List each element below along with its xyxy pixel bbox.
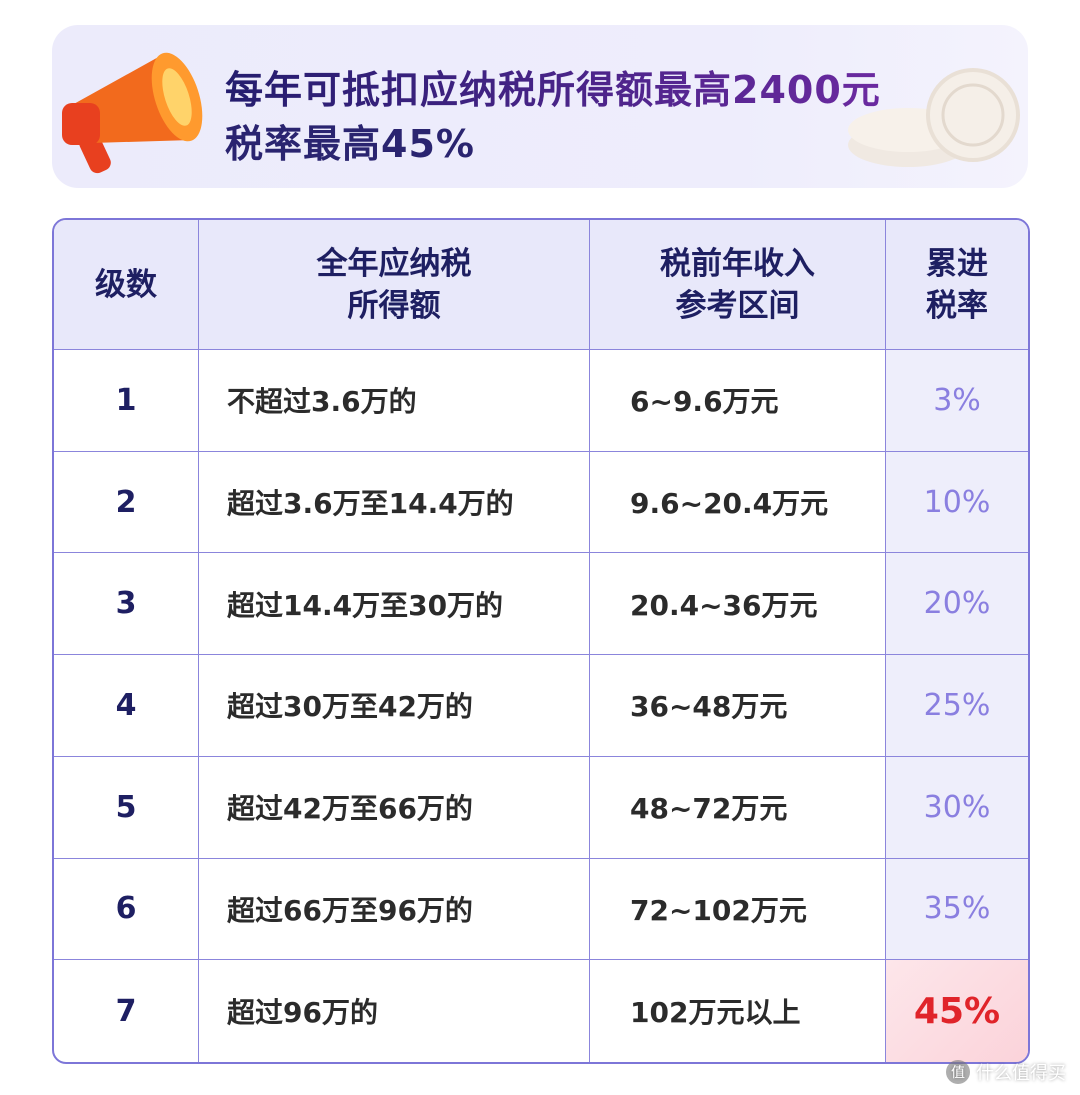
table-cell: 6 <box>54 858 199 961</box>
title-line: 税率最高45% <box>225 122 475 166</box>
cell-text: 4 <box>115 687 137 723</box>
table-cell: 1 <box>54 350 199 452</box>
table-cell: 超过66万至96万的 <box>199 858 590 961</box>
table-cell: 不超过3.6万的 <box>199 350 590 452</box>
title-line: 每年可抵扣应纳税所得额最高2400元 <box>225 59 881 114</box>
header-text: 所得额 <box>347 287 441 324</box>
cell-text: 48~72万元 <box>630 792 788 826</box>
table-cell: 9.6~20.4万元 <box>590 451 886 554</box>
cell-text: 102万元以上 <box>630 996 801 1030</box>
table-cell: 超过3.6万至14.4万的 <box>199 451 590 554</box>
header-text: 全年应纳税 <box>316 245 472 282</box>
table-cell: 6~9.6万元 <box>590 350 886 452</box>
cell-text: 不超过3.6万的 <box>227 385 417 419</box>
cell-text: 超过3.6万至14.4万的 <box>227 487 514 521</box>
cell-text: 72~102万元 <box>630 893 807 927</box>
cell-text: 6~9.6万元 <box>630 385 779 419</box>
header-cell: 税前年收入 参考区间 <box>590 220 886 350</box>
table-cell: 超过42万至66万的 <box>199 756 590 859</box>
table-cell: 48~72万元 <box>590 756 886 859</box>
coins-icon <box>848 68 1020 167</box>
megaphone-icon <box>62 52 203 174</box>
table-cell: 超过30万至42万的 <box>199 655 590 757</box>
table-cell: 45% <box>886 960 1028 1062</box>
table-cell: 36~48万元 <box>590 655 886 757</box>
cell-text: 7 <box>115 993 137 1029</box>
cell-text: 30% <box>923 789 991 825</box>
cell-text: 1 <box>115 382 137 418</box>
table-cell: 5 <box>54 756 199 859</box>
table-cell: 72~102万元 <box>590 858 886 961</box>
cell-text: 35% <box>923 891 991 927</box>
cell-text: 20.4~36万元 <box>630 588 818 622</box>
cell-text: 10% <box>923 484 991 520</box>
table-cell: 3% <box>886 350 1028 452</box>
header-cell: 累进 税率 <box>886 220 1028 350</box>
cell-text: 超过30万至42万的 <box>227 690 473 724</box>
watermark-text: 什么值得买 <box>976 1063 1066 1084</box>
cell-text: 20% <box>923 586 991 622</box>
table-cell: 30% <box>886 756 1028 859</box>
table-cell: 超过96万的 <box>199 960 590 1062</box>
table-cell: 4 <box>54 655 199 757</box>
cell-text: 9.6~20.4万元 <box>630 487 829 521</box>
banner: 每年可抵扣应纳税所得额最高2400元 税率最高45% <box>52 25 1028 188</box>
cell-text: 45% <box>913 990 1001 1032</box>
header-text: 税率 <box>926 287 988 324</box>
header-text: 参考区间 <box>675 287 800 324</box>
header-text: 级数 <box>95 266 157 303</box>
cell-text: 5 <box>115 789 137 825</box>
cell-text: 3% <box>933 382 981 418</box>
header-text: 税前年收入 <box>660 245 815 282</box>
header-text: 累进 <box>926 245 988 282</box>
header-cell: 全年应纳税 所得额 <box>199 220 590 350</box>
tax-table: 级数 全年应纳税 所得额 税前年收入 参考区间 累进 税率 1 不超过3.6万的 6~9.6万元 3… <box>52 218 1030 1064</box>
cell-text: 超过14.4万至30万的 <box>227 588 504 622</box>
watermark-icon: 值 <box>946 1060 970 1084</box>
table-cell: 10% <box>886 451 1028 554</box>
cell-text: 2 <box>115 484 137 520</box>
table-cell: 20% <box>886 553 1028 656</box>
cell-text: 超过66万至96万的 <box>227 893 473 927</box>
table-cell: 20.4~36万元 <box>590 553 886 656</box>
cell-text: 超过96万的 <box>227 996 378 1030</box>
table-cell: 25% <box>886 655 1028 757</box>
table-cell: 35% <box>886 858 1028 961</box>
cell-text: 25% <box>923 687 991 723</box>
table-cell: 2 <box>54 451 199 554</box>
table-cell: 超过14.4万至30万的 <box>199 553 590 656</box>
cell-text: 6 <box>115 891 137 927</box>
table-cell: 3 <box>54 553 199 656</box>
cell-text: 3 <box>115 586 137 622</box>
header-cell: 级数 <box>54 220 199 350</box>
watermark: 值 什么值得买 <box>946 1059 1066 1085</box>
table-cell: 7 <box>54 960 199 1062</box>
table-cell: 102万元以上 <box>590 960 886 1062</box>
cell-text: 36~48万元 <box>630 690 788 724</box>
cell-text: 超过42万至66万的 <box>227 792 473 826</box>
